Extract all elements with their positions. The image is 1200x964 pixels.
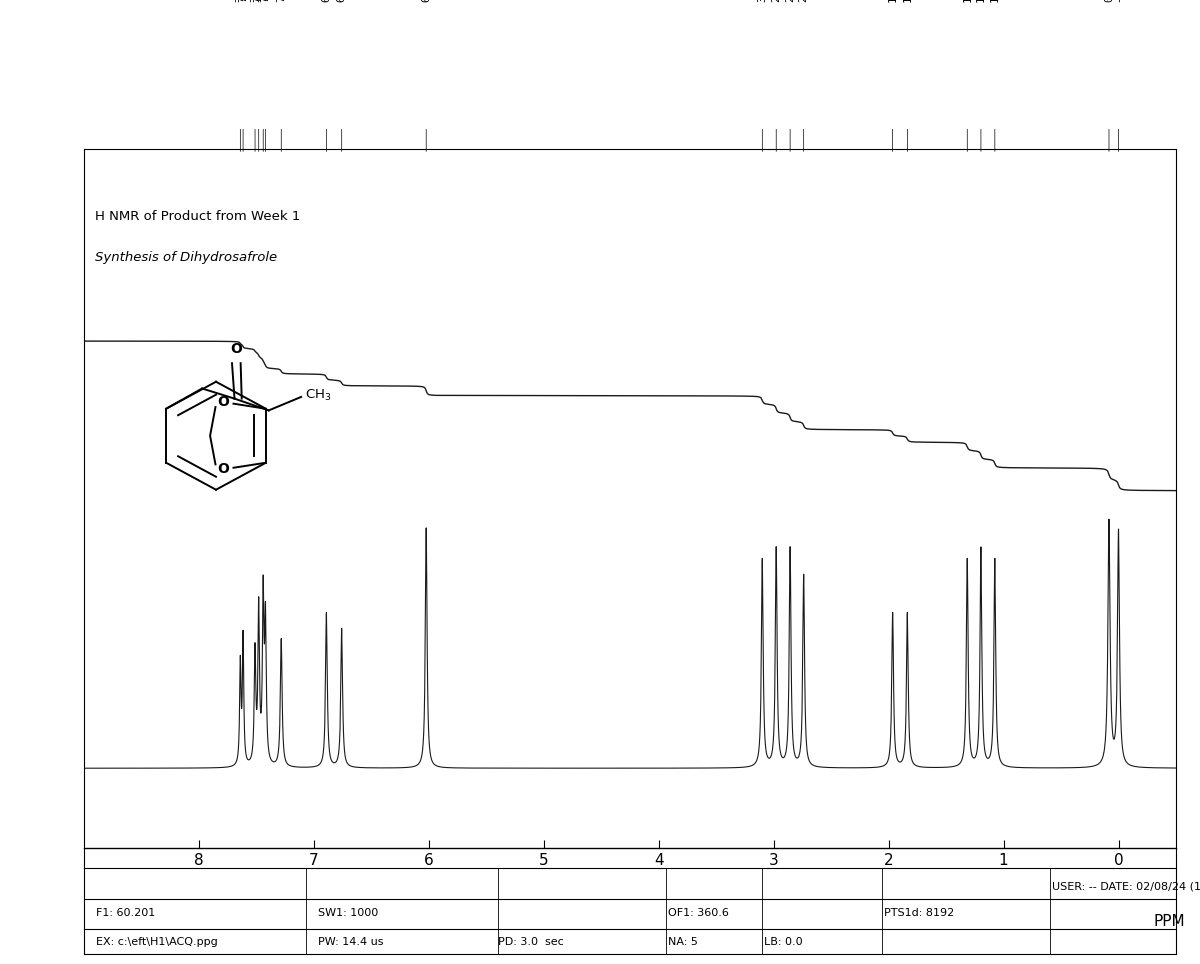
- Text: Synthesis of Dihydrosafrole: Synthesis of Dihydrosafrole: [95, 252, 277, 264]
- Text: 2.857: 2.857: [785, 0, 796, 2]
- Text: 7.421: 7.421: [260, 0, 270, 2]
- Text: O: O: [217, 463, 229, 476]
- Text: 7.480: 7.480: [253, 0, 264, 2]
- Text: EX: c:\eft\H1\ACQ.ppg: EX: c:\eft\H1\ACQ.ppg: [96, 937, 217, 947]
- Text: PPM: PPM: [1153, 914, 1184, 928]
- Text: PTS1d: 8192: PTS1d: 8192: [884, 908, 955, 918]
- Text: 1.837: 1.837: [902, 0, 912, 2]
- Text: SW1: 1000: SW1: 1000: [318, 908, 378, 918]
- Text: 1.076: 1.076: [990, 0, 1000, 2]
- Text: 7.512: 7.512: [250, 0, 260, 2]
- Text: 7.441: 7.441: [258, 0, 269, 2]
- Text: O: O: [230, 342, 242, 357]
- Text: 1.965: 1.965: [888, 0, 898, 2]
- Text: PD: 3.0  sec: PD: 3.0 sec: [498, 937, 564, 947]
- Text: 7.640: 7.640: [235, 0, 245, 2]
- Text: 7.284: 7.284: [276, 0, 287, 2]
- Text: OF1: 360.6: OF1: 360.6: [668, 908, 730, 918]
- Text: CH$_3$: CH$_3$: [306, 388, 332, 403]
- Text: 3.099: 3.099: [757, 0, 767, 2]
- Text: 2.978: 2.978: [772, 0, 781, 2]
- Text: USER: -- DATE: 02/08/24 (14:39): USER: -- DATE: 02/08/24 (14:39): [1052, 882, 1200, 892]
- Text: 0.083: 0.083: [1104, 0, 1114, 2]
- Text: F1: 60.201: F1: 60.201: [96, 908, 155, 918]
- Text: NA: 5: NA: 5: [668, 937, 698, 947]
- Text: LB: 0.0: LB: 0.0: [764, 937, 803, 947]
- Text: 1.197: 1.197: [976, 0, 986, 2]
- Text: H NMR of Product from Week 1: H NMR of Product from Week 1: [95, 210, 300, 223]
- Text: 6.758: 6.758: [337, 0, 347, 2]
- Text: 7.616: 7.616: [238, 0, 248, 2]
- Text: -0.000: -0.000: [1114, 0, 1123, 2]
- Text: PW: 14.4 us: PW: 14.4 us: [318, 937, 384, 947]
- Text: O: O: [217, 395, 229, 409]
- Text: 2.739: 2.739: [799, 0, 809, 2]
- Text: 6.023: 6.023: [421, 0, 431, 2]
- Text: 6.891: 6.891: [322, 0, 331, 2]
- Text: 1.316: 1.316: [962, 0, 972, 2]
